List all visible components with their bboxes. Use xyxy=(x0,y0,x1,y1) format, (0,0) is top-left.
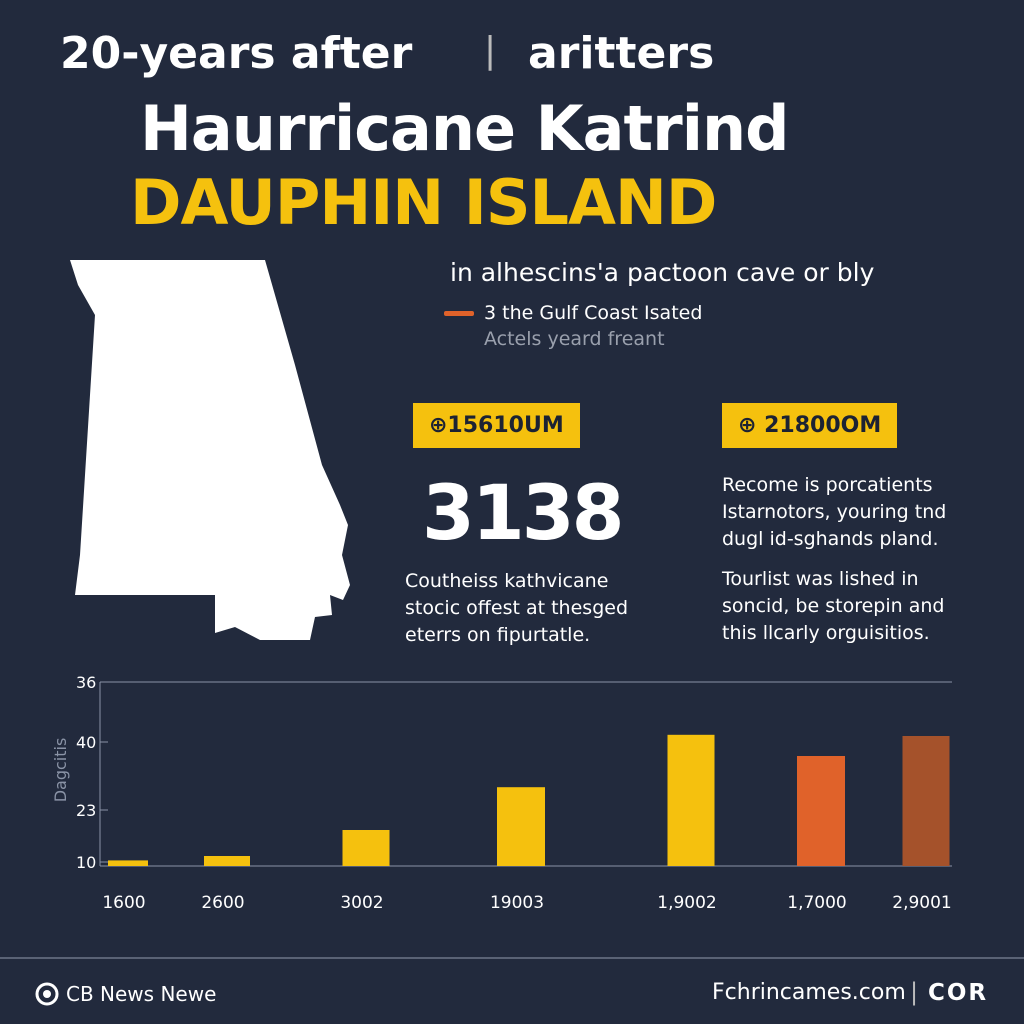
y-tick-label: 23 xyxy=(76,801,96,820)
legend-swatch xyxy=(444,311,474,316)
y-tick-label: 36 xyxy=(76,673,96,692)
x-tick-label: 3002 xyxy=(340,893,383,913)
x-tick-label: 2,9001 xyxy=(892,893,951,913)
bar xyxy=(204,856,250,866)
kicker-right: aritters xyxy=(528,28,715,79)
bar xyxy=(108,860,148,866)
x-tick-label: 1,9002 xyxy=(657,893,716,913)
footer-rule xyxy=(0,957,1024,959)
bar xyxy=(902,736,950,866)
y-axis-label: Dagcitis xyxy=(51,738,70,803)
x-tick-label: 1,7000 xyxy=(787,893,846,913)
stat-badge: ⊕15610UM xyxy=(413,403,580,448)
stat-text: Coutheiss kathvicane stocic offest at th… xyxy=(405,570,628,646)
y-tick-label: 10 xyxy=(76,853,96,872)
stat-text: Tourlist was lished in soncid, be storep… xyxy=(722,568,945,644)
legend-line: 3 the Gulf Coast Isated xyxy=(484,302,703,324)
bar xyxy=(797,756,845,866)
bar xyxy=(667,734,715,866)
title: Haurricane Katrind xyxy=(140,92,789,165)
stat-badge: ⊕ 21800OM xyxy=(722,403,898,448)
x-tick-label: 2600 xyxy=(201,893,244,913)
footer-brand: COR xyxy=(928,980,989,1006)
bar-chart: Dagcitis 10 23 40 36 1600 2600 3002 19003 1,9002… xyxy=(51,673,952,913)
footer-right: Fchrincames.com xyxy=(712,980,906,1005)
legend-sub: Actels yeard freant xyxy=(484,328,665,350)
state-map xyxy=(70,260,350,640)
bar xyxy=(342,830,390,866)
map-shape xyxy=(70,260,350,640)
divider: | xyxy=(484,30,497,71)
kicker-left: 20-years after xyxy=(60,28,413,79)
subtitle: DAUPHIN ISLAND xyxy=(130,166,717,239)
footer-divider: | xyxy=(910,978,919,1006)
x-tick-label: 19003 xyxy=(490,893,544,913)
y-tick-label: 40 xyxy=(76,733,96,752)
x-tick-label: 1600 xyxy=(102,893,145,913)
stat-text: Recome is porcatients Istarnotors, youri… xyxy=(722,474,947,550)
intro-text: in alhescins'a pactoon cave or bly xyxy=(450,258,875,287)
bar xyxy=(497,787,545,866)
footer-left: CB News Newe xyxy=(66,982,217,1006)
stat-big: 3138 xyxy=(422,468,625,557)
footer-logo xyxy=(35,982,59,1006)
